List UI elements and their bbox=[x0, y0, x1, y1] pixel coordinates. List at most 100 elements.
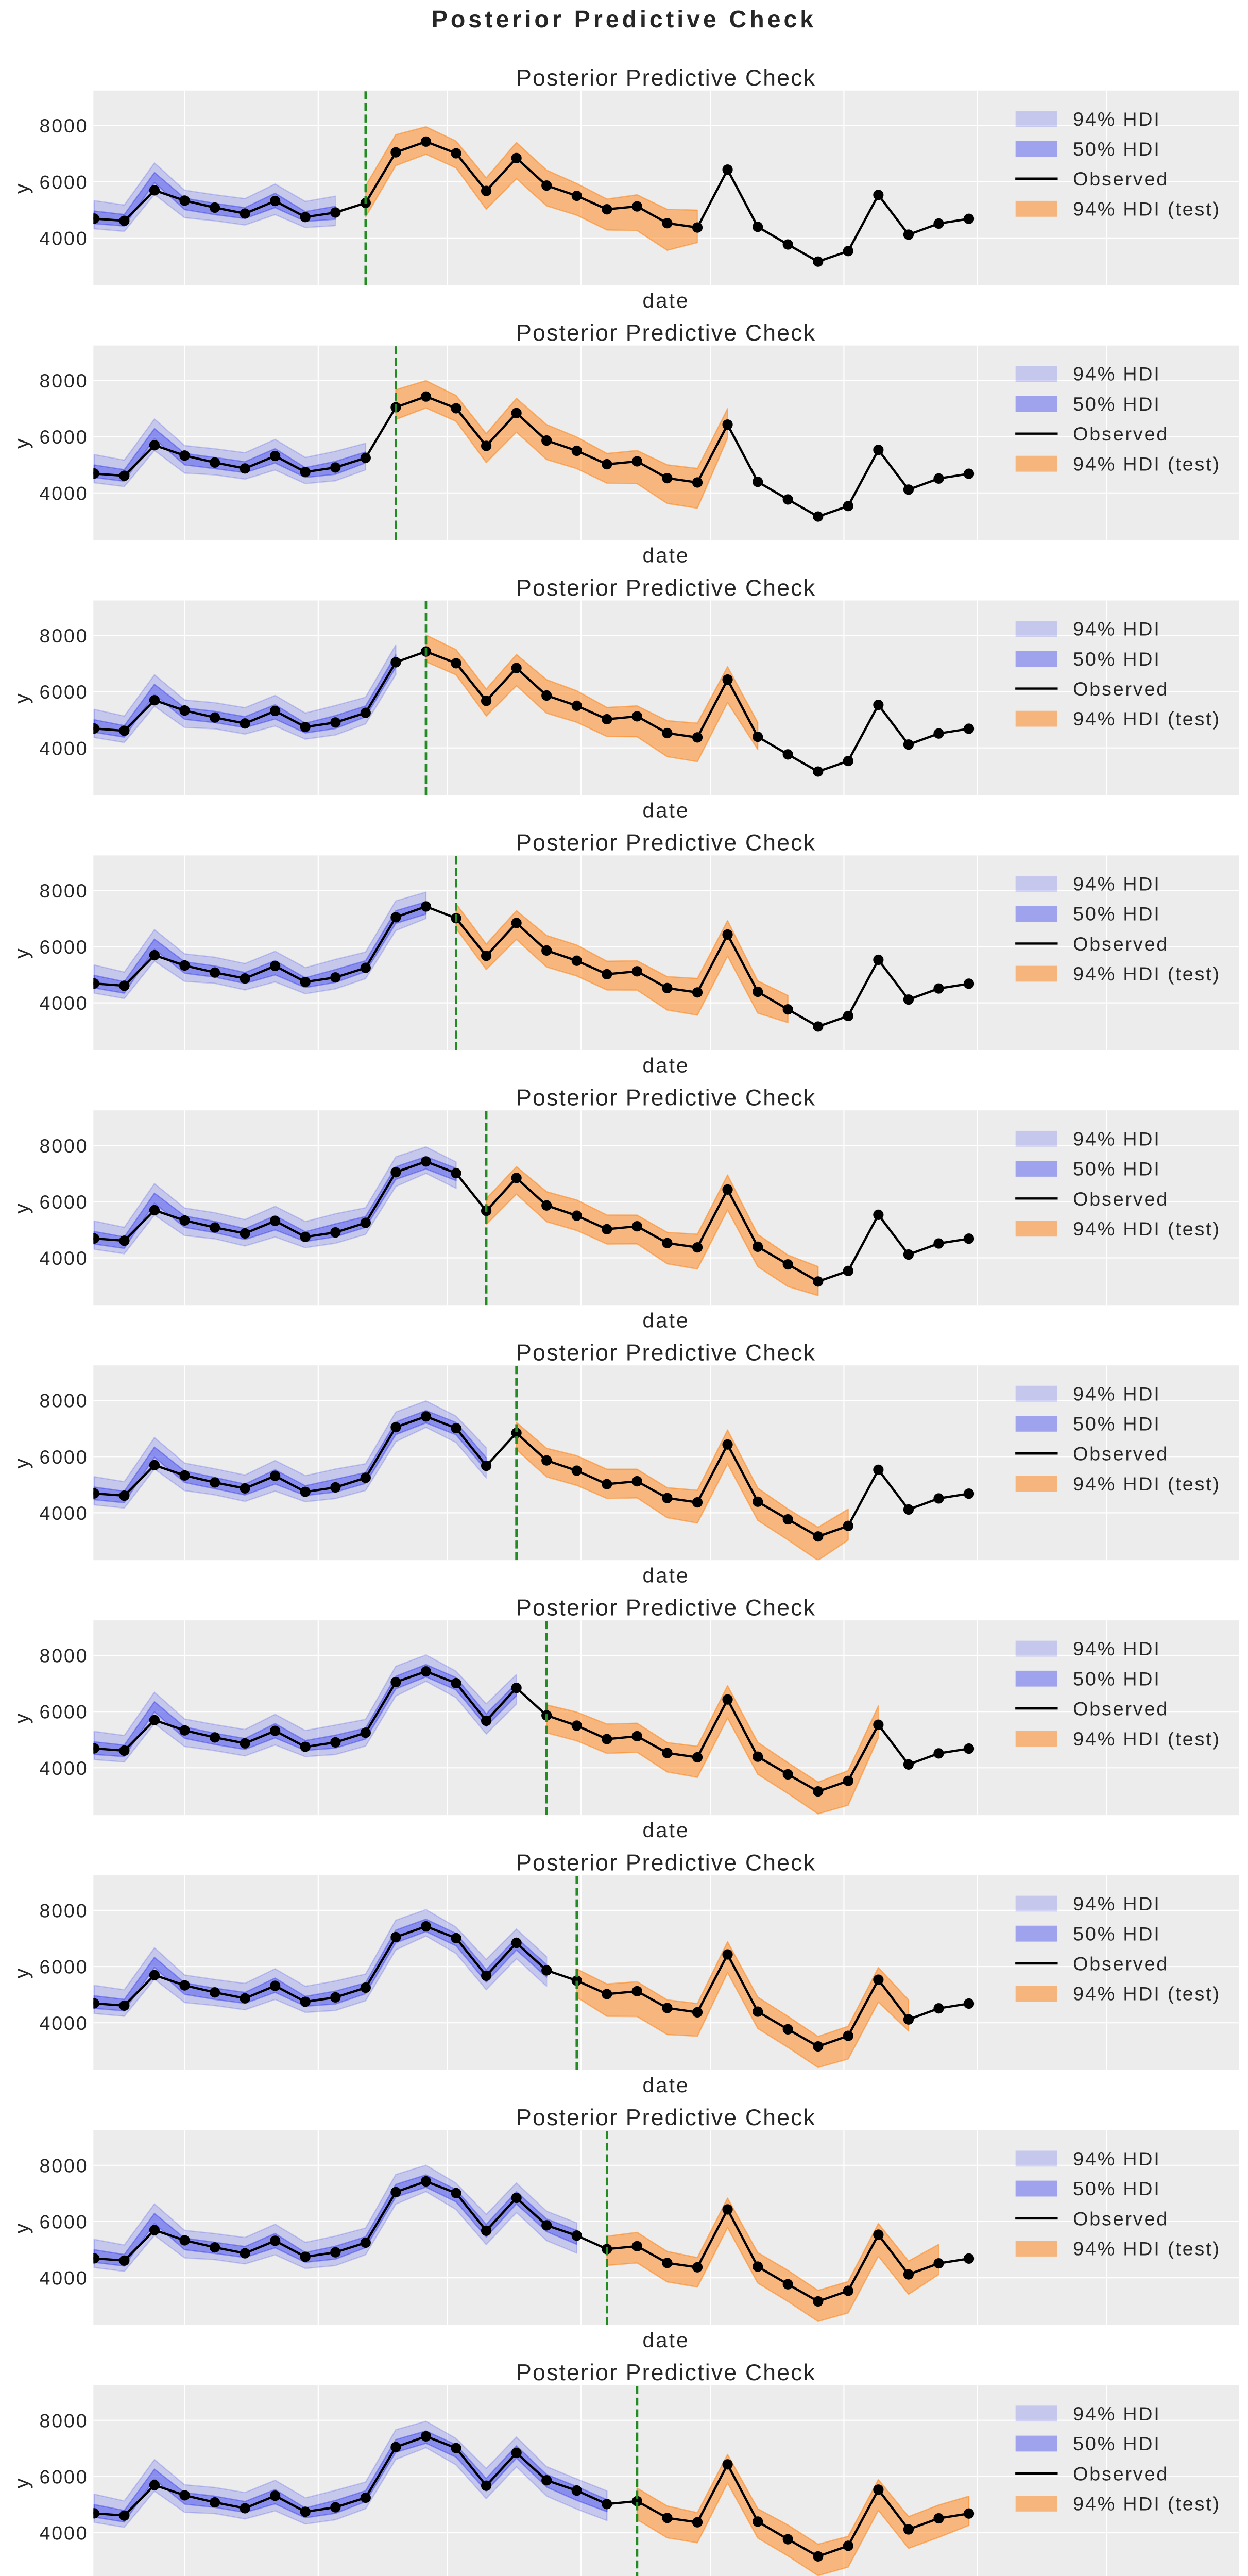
svg-text:50% HDI: 50% HDI bbox=[1073, 903, 1160, 925]
svg-text:Posterior Predictive Check: Posterior Predictive Check bbox=[516, 575, 816, 601]
svg-text:8000: 8000 bbox=[39, 2155, 88, 2176]
svg-text:date: date bbox=[643, 1309, 690, 1332]
svg-text:94% HDI: 94% HDI bbox=[1073, 363, 1160, 385]
svg-text:94% HDI: 94% HDI bbox=[1073, 618, 1160, 640]
svg-text:Observed: Observed bbox=[1073, 168, 1169, 190]
svg-text:Observed: Observed bbox=[1073, 1953, 1169, 1974]
svg-text:50% HDI: 50% HDI bbox=[1073, 2178, 1160, 2199]
svg-text:94% HDI: 94% HDI bbox=[1073, 1383, 1160, 1404]
svg-text:50% HDI: 50% HDI bbox=[1073, 393, 1160, 415]
svg-text:y: y bbox=[10, 182, 33, 194]
svg-text:date: date bbox=[643, 289, 690, 312]
svg-text:y: y bbox=[10, 1202, 33, 1214]
svg-text:94% HDI: 94% HDI bbox=[1073, 108, 1160, 130]
svg-text:94% HDI (test): 94% HDI (test) bbox=[1073, 1473, 1221, 1495]
svg-text:6000: 6000 bbox=[39, 681, 88, 703]
svg-text:94% HDI: 94% HDI bbox=[1073, 1893, 1160, 1914]
svg-text:date: date bbox=[643, 544, 690, 567]
svg-text:6000: 6000 bbox=[39, 1701, 88, 1723]
svg-text:Posterior Predictive Check: Posterior Predictive Check bbox=[516, 1086, 816, 1111]
svg-text:94% HDI (test): 94% HDI (test) bbox=[1073, 963, 1221, 985]
svg-text:6000: 6000 bbox=[39, 426, 88, 448]
svg-text:date: date bbox=[643, 2074, 690, 2097]
svg-text:Posterior Predictive Check: Posterior Predictive Check bbox=[516, 320, 816, 346]
svg-text:4000: 4000 bbox=[39, 1247, 88, 1269]
svg-text:y: y bbox=[10, 2222, 33, 2233]
svg-text:date: date bbox=[643, 1564, 690, 1587]
svg-text:Posterior Predictive Check: Posterior Predictive Check bbox=[516, 1595, 816, 1620]
svg-text:50% HDI: 50% HDI bbox=[1073, 648, 1160, 670]
svg-text:94% HDI (test): 94% HDI (test) bbox=[1073, 2238, 1221, 2260]
svg-text:y: y bbox=[10, 692, 33, 704]
svg-text:94% HDI (test): 94% HDI (test) bbox=[1073, 1983, 1221, 2005]
svg-text:Posterior Predictive Check: Posterior Predictive Check bbox=[432, 6, 816, 32]
svg-text:94% HDI: 94% HDI bbox=[1073, 1638, 1160, 1659]
svg-text:50% HDI: 50% HDI bbox=[1073, 1158, 1160, 1180]
svg-text:Observed: Observed bbox=[1073, 2463, 1169, 2484]
svg-text:8000: 8000 bbox=[39, 115, 88, 137]
svg-text:94% HDI (test): 94% HDI (test) bbox=[1073, 198, 1221, 219]
svg-text:4000: 4000 bbox=[39, 737, 88, 759]
svg-text:94% HDI (test): 94% HDI (test) bbox=[1073, 1728, 1221, 1750]
svg-text:8000: 8000 bbox=[39, 1135, 88, 1157]
svg-text:date: date bbox=[643, 1819, 690, 1842]
svg-text:8000: 8000 bbox=[39, 1390, 88, 1412]
svg-text:6000: 6000 bbox=[39, 2466, 88, 2487]
svg-text:6000: 6000 bbox=[39, 2211, 88, 2233]
svg-text:50% HDI: 50% HDI bbox=[1073, 1413, 1160, 1434]
svg-text:94% HDI: 94% HDI bbox=[1073, 873, 1160, 894]
svg-text:8000: 8000 bbox=[39, 1900, 88, 1921]
svg-text:y: y bbox=[10, 1967, 33, 1978]
svg-text:Observed: Observed bbox=[1073, 678, 1169, 700]
svg-text:y: y bbox=[10, 947, 33, 959]
svg-text:Observed: Observed bbox=[1073, 1443, 1169, 1465]
svg-text:4000: 4000 bbox=[39, 227, 88, 249]
svg-text:6000: 6000 bbox=[39, 1446, 88, 1468]
svg-text:8000: 8000 bbox=[39, 880, 88, 902]
svg-text:8000: 8000 bbox=[39, 625, 88, 647]
svg-text:Posterior Predictive Check: Posterior Predictive Check bbox=[516, 1340, 816, 1365]
svg-text:94% HDI: 94% HDI bbox=[1073, 1128, 1160, 1149]
svg-text:4000: 4000 bbox=[39, 2267, 88, 2289]
svg-text:6000: 6000 bbox=[39, 936, 88, 958]
svg-text:Posterior Predictive Check: Posterior Predictive Check bbox=[516, 1850, 816, 1875]
svg-text:8000: 8000 bbox=[39, 2410, 88, 2431]
svg-text:94% HDI (test): 94% HDI (test) bbox=[1073, 453, 1221, 474]
svg-text:4000: 4000 bbox=[39, 482, 88, 504]
svg-text:4000: 4000 bbox=[39, 2012, 88, 2034]
svg-text:date: date bbox=[643, 1054, 690, 1077]
svg-text:y: y bbox=[10, 1457, 33, 1469]
svg-text:date: date bbox=[643, 799, 690, 822]
svg-text:50% HDI: 50% HDI bbox=[1073, 1668, 1160, 1689]
svg-text:date: date bbox=[643, 2329, 690, 2352]
svg-text:94% HDI (test): 94% HDI (test) bbox=[1073, 708, 1221, 730]
svg-text:8000: 8000 bbox=[39, 370, 88, 392]
svg-text:6000: 6000 bbox=[39, 1191, 88, 1213]
svg-text:50% HDI: 50% HDI bbox=[1073, 1923, 1160, 1944]
svg-text:Posterior Predictive Check: Posterior Predictive Check bbox=[516, 2105, 816, 2130]
svg-text:50% HDI: 50% HDI bbox=[1073, 138, 1160, 160]
svg-text:Posterior Predictive Check: Posterior Predictive Check bbox=[516, 831, 816, 856]
svg-text:4000: 4000 bbox=[39, 1502, 88, 1524]
svg-text:y: y bbox=[10, 2477, 33, 2488]
svg-text:Observed: Observed bbox=[1073, 933, 1169, 955]
svg-text:Posterior Predictive Check: Posterior Predictive Check bbox=[516, 2360, 816, 2385]
svg-text:y: y bbox=[10, 1711, 33, 1723]
svg-text:50% HDI: 50% HDI bbox=[1073, 2433, 1160, 2454]
svg-text:6000: 6000 bbox=[39, 171, 88, 193]
svg-text:Posterior Predictive Check: Posterior Predictive Check bbox=[516, 65, 816, 91]
svg-text:Observed: Observed bbox=[1073, 1188, 1169, 1210]
svg-text:4000: 4000 bbox=[39, 992, 88, 1014]
svg-text:8000: 8000 bbox=[39, 1645, 88, 1667]
svg-text:94% HDI (test): 94% HDI (test) bbox=[1073, 2493, 1221, 2514]
svg-text:4000: 4000 bbox=[39, 1757, 88, 1779]
svg-text:Observed: Observed bbox=[1073, 2208, 1169, 2229]
svg-text:Observed: Observed bbox=[1073, 1698, 1169, 1720]
svg-text:94% HDI: 94% HDI bbox=[1073, 2148, 1160, 2170]
svg-text:4000: 4000 bbox=[39, 2522, 88, 2544]
svg-text:94% HDI: 94% HDI bbox=[1073, 2403, 1160, 2425]
svg-text:Observed: Observed bbox=[1073, 423, 1169, 445]
svg-text:y: y bbox=[10, 437, 33, 449]
svg-text:94% HDI (test): 94% HDI (test) bbox=[1073, 1218, 1221, 1240]
svg-text:6000: 6000 bbox=[39, 1956, 88, 1978]
